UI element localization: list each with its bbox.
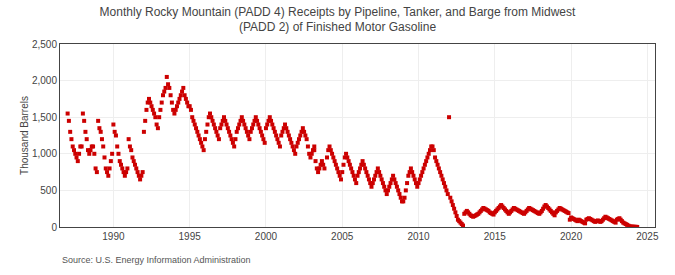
svg-text:2010: 2010 [407,231,430,242]
svg-text:Source: U.S. Energy Informatio: Source: U.S. Energy Information Administ… [62,255,251,265]
svg-text:Thousand Barrels: Thousand Barrels [19,96,30,175]
svg-text:1990: 1990 [102,231,125,242]
svg-text:1,500: 1,500 [32,112,57,123]
svg-text:500: 500 [40,185,57,196]
svg-text:0: 0 [51,222,57,233]
svg-text:2,000: 2,000 [32,75,57,86]
svg-text:1,000: 1,000 [32,148,57,159]
svg-text:2025: 2025 [636,231,659,242]
svg-text:2,500: 2,500 [32,39,57,50]
svg-text:2000: 2000 [255,231,278,242]
svg-text:2005: 2005 [331,231,354,242]
svg-text:2015: 2015 [484,231,507,242]
svg-text:1995: 1995 [179,231,202,242]
svg-text:Monthly Rocky Mountain (PADD 4: Monthly Rocky Mountain (PADD 4) Receipts… [100,5,576,35]
svg-text:2020: 2020 [560,231,583,242]
